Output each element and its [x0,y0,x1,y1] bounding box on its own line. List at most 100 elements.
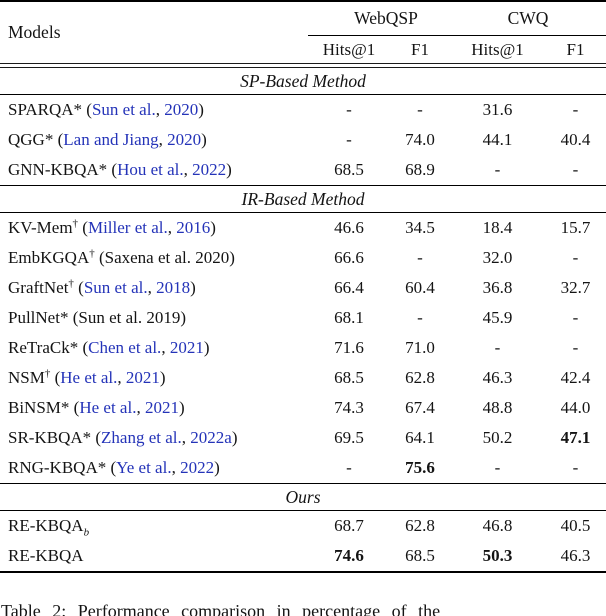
asterisk-marker: * [82,428,92,447]
citation-year-link[interactable]: 2021 [125,368,160,387]
citation-paren: ) [159,368,166,387]
model-name: NSM [8,368,45,387]
citation-paren: ( [78,338,89,357]
citation-link[interactable]: Hou et al. [117,160,184,179]
value-cell: - [572,338,579,357]
citation-link[interactable]: Ye et al. [116,458,172,477]
section-title: SP-Based Method [0,67,606,95]
value-cell: 47.1 [560,428,591,447]
table-row: NSM† (He et al., 2021) 68.5 62.8 46.3 42.4 [0,363,606,393]
citation-link[interactable]: Chen et al. [88,338,162,357]
model-cell: QGG* (Lan and Jiang, 2020) [0,125,308,155]
citation-link[interactable]: Sun et al. [91,100,156,119]
citation-separator: , [117,368,126,387]
citation-year-link[interactable]: 2022 [192,160,227,179]
value-cell: 66.6 [334,248,364,267]
table-row: EmbKGQA† (Saxena et al. 2020) 66.6 - 32.0 - [0,243,606,273]
citation-paren: ( [107,160,118,179]
table-row: QGG* (Lan and Jiang, 2020) - 74.0 44.1 40.4 [0,125,606,155]
value-cell: 66.4 [334,278,364,297]
citation-link[interactable]: Miller et al. [87,218,168,237]
column-header-cwq-hits1: Hits@1 [450,35,545,64]
asterisk-marker: * [44,130,54,149]
citation-separator: , [167,218,177,237]
citation-year-link[interactable]: 2022a [190,428,232,447]
citation-link[interactable]: He et al. [60,368,118,387]
column-header-cwq-f1: F1 [545,35,606,64]
section-title: Ours [0,483,606,511]
citation-paren: ) [203,338,210,357]
value-cell: - [417,100,423,119]
citation-text: Sun et al. [78,308,143,327]
table-row: RNG-KBQA* (Ye et al., 2022) - 75.6 - - [0,453,606,484]
citation-year-link[interactable]: 2022 [180,458,215,477]
table-row: PullNet* (Sun et al. 2019) 68.1 - 45.9 - [0,303,606,333]
model-cell: SPARQA* (Sun et al., 2020) [0,95,308,126]
citation-year-link[interactable]: 2018 [156,278,191,297]
column-header-webqsp-f1: F1 [390,35,450,64]
citation-year-link[interactable]: 2020 [164,100,199,119]
value-cell: 68.5 [405,546,435,565]
value-cell: 32.0 [482,248,513,267]
value-cell: 42.4 [560,368,591,387]
citation-separator: , [183,160,193,179]
model-cell: GNN-KBQA* (Hou et al., 2022) [0,155,308,186]
value-cell: 40.5 [560,516,591,535]
model-name: SPARQA [8,100,74,119]
dagger-marker: † [68,277,74,290]
citation-year-link[interactable]: 2016 [176,218,211,237]
model-name: PullNet [8,308,60,327]
value-cell: 71.0 [405,338,435,357]
value-cell: 44.0 [560,398,591,417]
asterisk-marker: * [59,308,69,327]
table-row: BiNSM* (He et al., 2021) 74.3 67.4 48.8 44.0 [0,393,606,423]
model-cell: PullNet* (Sun et al. 2019) [0,303,308,333]
value-cell: 74.0 [405,130,435,149]
model-cell: RE-KBQA [0,541,308,572]
citation-paren: ) [198,100,204,119]
asterisk-marker: * [98,160,108,179]
citation-paren: ( [91,428,102,447]
citation-separator: , [171,458,181,477]
citation-year-link[interactable]: 2021 [169,338,204,357]
value-cell: 45.9 [482,308,513,327]
citation-separator: , [155,100,165,119]
value-cell: 48.8 [482,398,513,417]
section-header-row: Ours [0,483,606,511]
citation-paren: ( [94,248,105,267]
value-cell: - [494,160,501,179]
citation-link[interactable]: Lan and Jiang [63,130,159,149]
citation-separator: , [181,428,191,447]
citation-paren: ( [53,130,64,149]
value-cell: 40.4 [560,130,591,149]
citation-link[interactable]: He et al. [79,398,137,417]
model-name: EmbKGQA [8,248,90,267]
value-cell: 46.3 [482,368,513,387]
citation-link[interactable]: Zhang et al. [101,428,182,447]
table-row: RE-KBQAb 68.7 62.8 46.8 40.5 [0,511,606,542]
value-cell: 60.4 [405,278,435,297]
citation-year-link[interactable]: 2020 [167,130,202,149]
model-name: SR-KBQA [8,428,83,447]
citation-paren: ) [210,218,216,237]
citation-separator: , [136,398,145,417]
column-group-cwq: CWQ [507,8,549,28]
value-cell: - [572,160,579,179]
value-cell: 68.5 [334,368,364,387]
model-name: GraftNet [8,278,69,297]
header-row-metrics: Hits@1 F1 Hits@1 F1 [0,35,606,64]
model-cell: KV-Mem† (Miller et al., 2016) [0,213,308,244]
citation-year-link[interactable]: 2021 [144,398,179,417]
value-cell: 67.4 [405,398,435,417]
value-cell: - [346,100,352,119]
value-cell: - [417,248,423,267]
citation-link[interactable]: Sun et al. [83,278,148,297]
model-subscript: b [83,526,90,539]
citation-separator: , [161,338,170,357]
model-cell: RE-KBQAb [0,511,308,542]
citation-paren: ) [226,160,232,179]
dagger-marker: † [89,247,95,260]
value-cell: - [346,458,352,477]
citation-separator: , [147,278,157,297]
citation-paren: ) [178,398,185,417]
